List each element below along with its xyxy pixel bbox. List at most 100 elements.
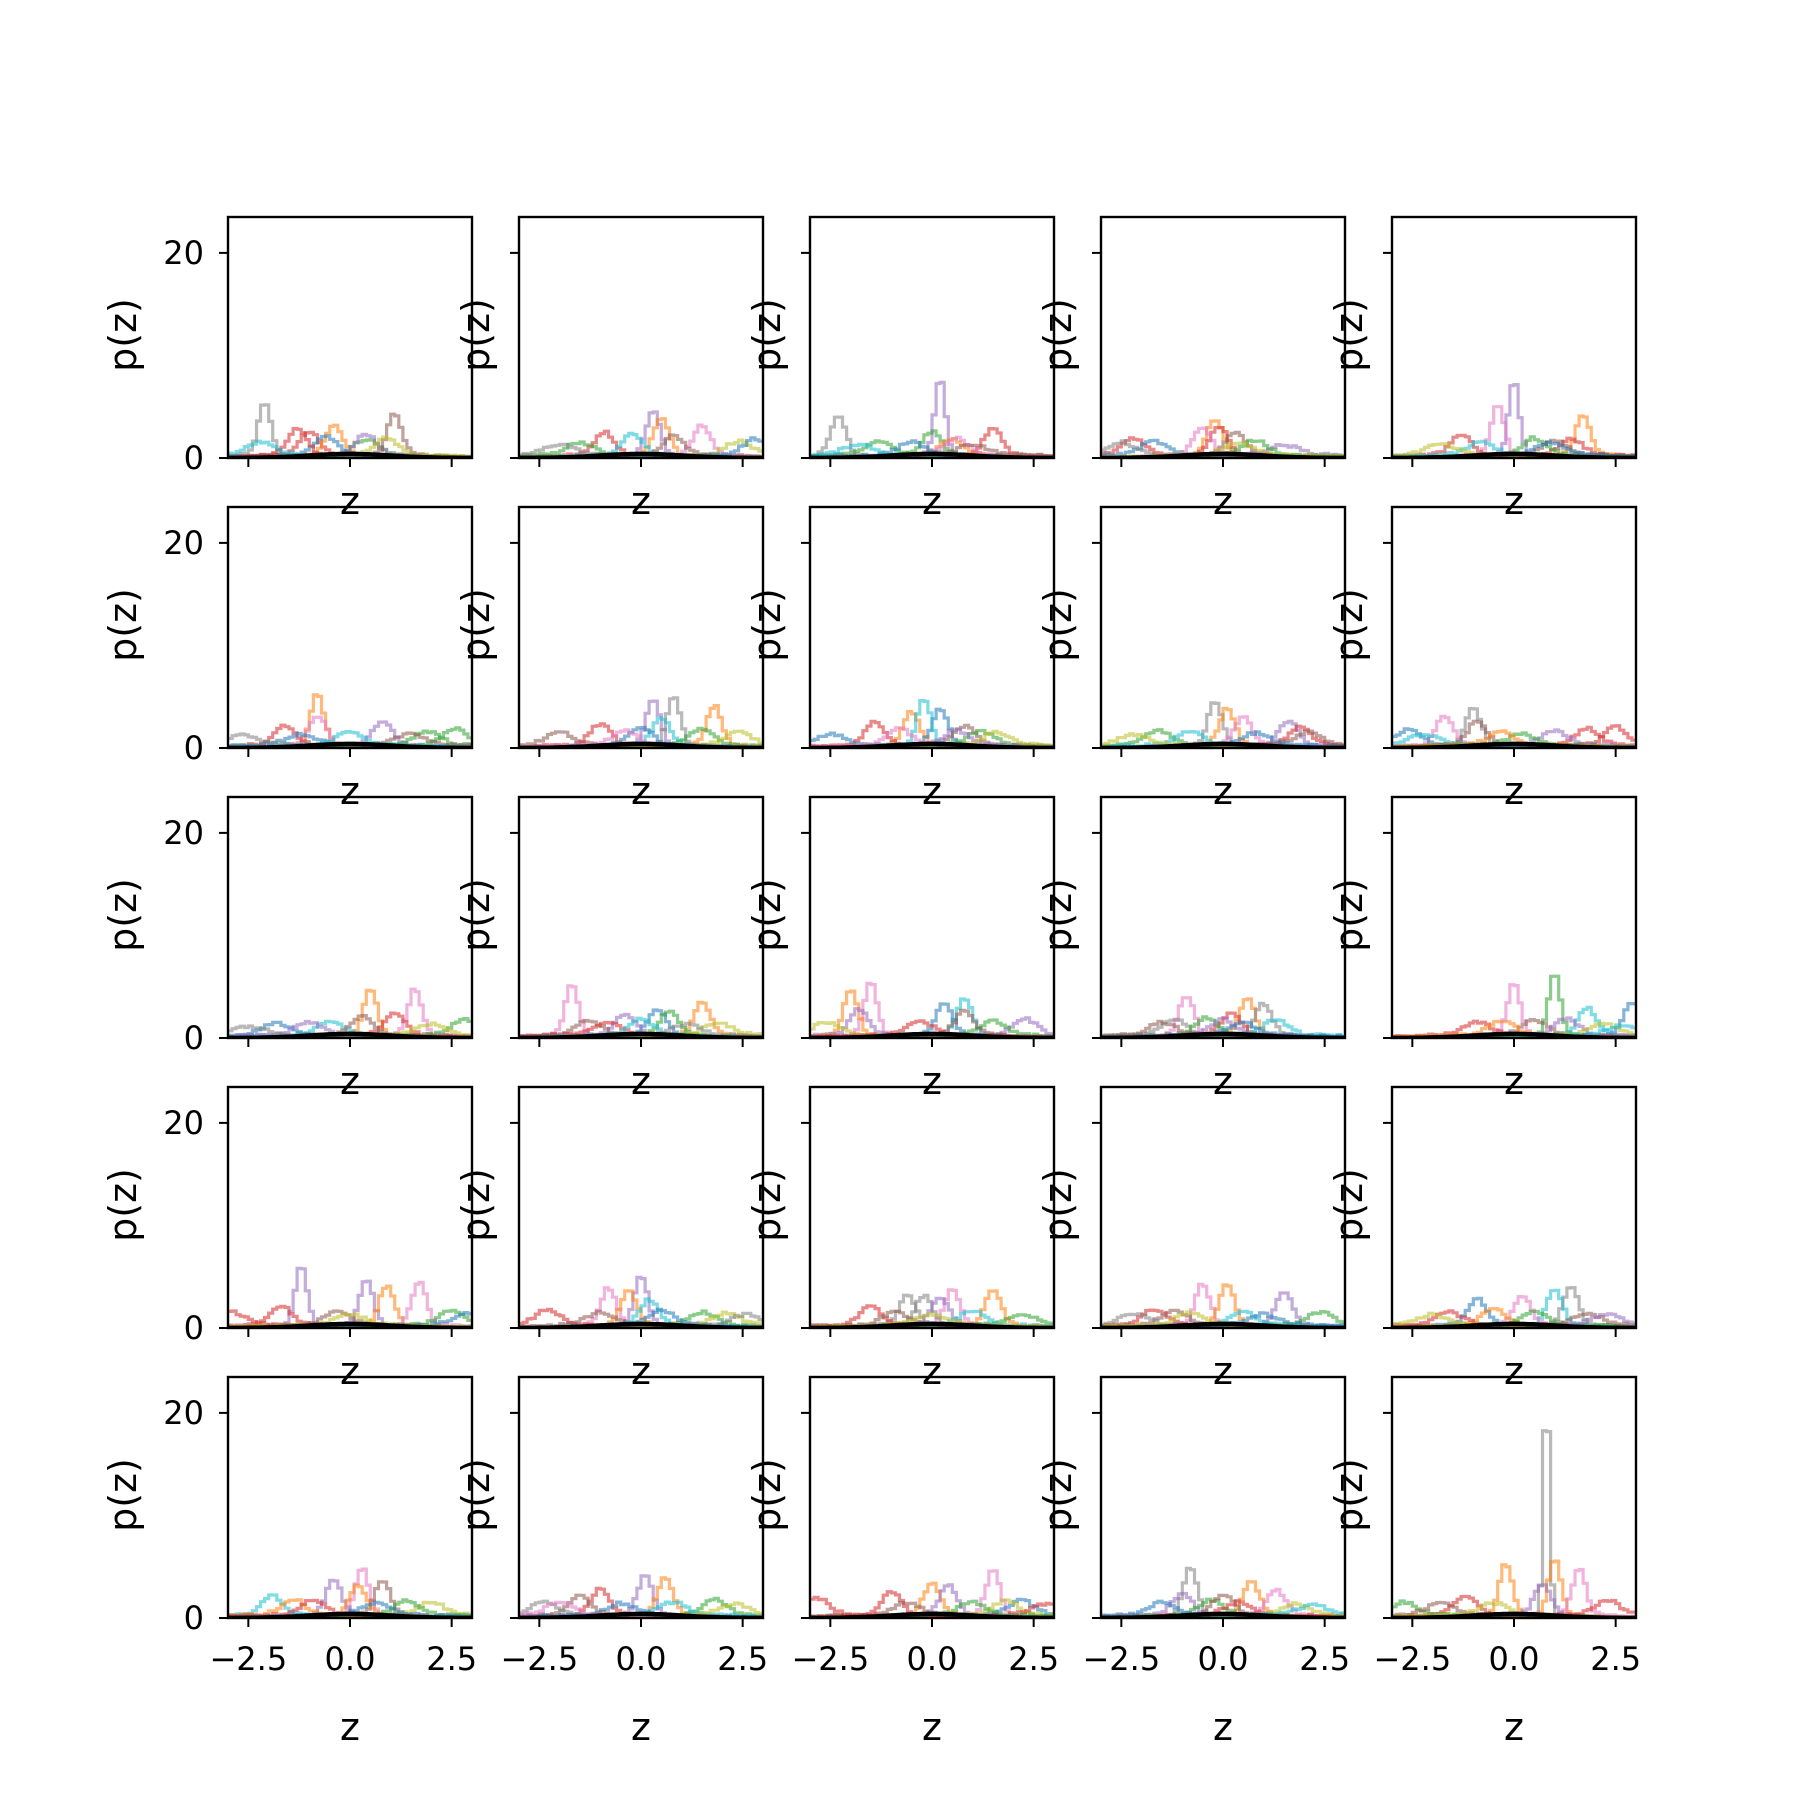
x-tick-label: 2.5 — [1590, 1640, 1641, 1678]
y-axis-label: p(z) — [745, 878, 789, 952]
x-axis-label: z — [340, 1059, 360, 1103]
subplot-plot-area — [519, 696, 763, 748]
x-axis-label: z — [631, 1705, 651, 1749]
x-axis-label: z — [631, 1059, 651, 1103]
subplot-5-2: −2.5 0.0 2.5 z p(z) — [454, 1375, 768, 1749]
subplot-frame — [226, 1375, 474, 1620]
y-axis-label: p(z) — [1327, 588, 1371, 662]
y-axis-label: p(z) — [101, 588, 145, 662]
x-axis-label: z — [1213, 769, 1233, 813]
subplot-frame — [517, 1085, 765, 1330]
y-tick-label: 20 — [163, 1104, 204, 1142]
x-tick-label: 0.0 — [616, 1640, 667, 1678]
subplot-5-5: −2.5 0.0 2.5 z p(z) — [1327, 1375, 1641, 1749]
subplot-1-1: z 0 20 p(z) — [101, 215, 474, 523]
x-tick-label: 0.0 — [1489, 1640, 1540, 1678]
x-axis-label: z — [922, 479, 942, 523]
y-tick-label: 20 — [163, 814, 204, 852]
subplot-plot-area — [519, 410, 763, 458]
x-tick-label: 2.5 — [1008, 1640, 1059, 1678]
x-axis-label: z — [1504, 769, 1524, 813]
subplot-4-3: z p(z) — [745, 1085, 1056, 1393]
y-axis-label: p(z) — [1036, 878, 1080, 952]
x-tick-label: 0.0 — [1198, 1640, 1249, 1678]
x-axis-label: z — [340, 769, 360, 813]
x-axis-label: z — [1213, 479, 1233, 523]
x-axis-label: z — [922, 769, 942, 813]
subplot-plot-area — [1392, 974, 1636, 1038]
x-tick-label: 2.5 — [426, 1640, 477, 1678]
subplot-plot-area — [228, 987, 472, 1038]
subplot-plot-area — [519, 1275, 763, 1328]
x-axis-label: z — [1504, 1059, 1524, 1103]
subplot-plot-area — [1392, 1429, 1636, 1618]
x-tick-label: 0.0 — [325, 1640, 376, 1678]
y-tick-label: 0 — [184, 1019, 204, 1057]
subplot-3-3: z p(z) — [745, 795, 1056, 1103]
x-axis-label: z — [1504, 1705, 1524, 1749]
subplot-3-2: z p(z) — [454, 795, 765, 1103]
subplot-plot-area — [1392, 1286, 1636, 1328]
subplot-2-2: z p(z) — [454, 505, 765, 813]
subplot-plot-area — [519, 984, 763, 1038]
subplot-2-4: z p(z) — [1036, 505, 1347, 813]
x-tick-label: 2.5 — [717, 1640, 768, 1678]
subplot-frame — [1099, 215, 1347, 460]
x-axis-label: z — [922, 1705, 942, 1749]
subplot-2-5: z p(z) — [1327, 505, 1638, 813]
subplot-plot-area — [1101, 1566, 1345, 1618]
x-axis-label: z — [340, 1349, 360, 1393]
y-axis-label: p(z) — [745, 298, 789, 372]
subplot-frame — [1099, 795, 1347, 1040]
subplot-plot-area — [519, 1574, 763, 1618]
subplot-frame — [1099, 1375, 1347, 1620]
y-axis-label: p(z) — [1036, 1168, 1080, 1242]
x-axis-label: z — [922, 1059, 942, 1103]
subplot-4-2: z p(z) — [454, 1085, 765, 1393]
subplot-frame — [226, 215, 474, 460]
subplot-plot-area — [228, 693, 472, 748]
subplot-plot-area — [228, 403, 472, 458]
y-axis-label: p(z) — [101, 1458, 145, 1532]
subplot-1-3: z p(z) — [745, 215, 1056, 523]
y-axis-label: p(z) — [454, 1168, 498, 1242]
subplot-frame — [1390, 795, 1638, 1040]
subplot-plot-area — [1101, 1282, 1345, 1328]
subplot-plot-area — [1101, 996, 1345, 1038]
x-axis-label: z — [1213, 1059, 1233, 1103]
y-tick-label: 0 — [184, 1599, 204, 1637]
subplot-frame — [1390, 1085, 1638, 1330]
subplot-4-5: z p(z) — [1327, 1085, 1638, 1393]
x-axis-label: z — [631, 479, 651, 523]
subplot-frame — [517, 795, 765, 1040]
y-axis-label: p(z) — [1327, 298, 1371, 372]
subplot-1-5: z p(z) — [1327, 215, 1638, 523]
y-tick-label: 0 — [184, 439, 204, 477]
y-tick-label: 20 — [163, 1394, 204, 1432]
subplot-plot-area — [1392, 383, 1636, 458]
subplot-plot-area — [810, 1288, 1054, 1328]
y-tick-label: 20 — [163, 524, 204, 562]
y-tick-label: 0 — [184, 1309, 204, 1347]
y-axis-label: p(z) — [1036, 1458, 1080, 1532]
subplot-3-4: z p(z) — [1036, 795, 1347, 1103]
subplot-frame — [226, 1085, 474, 1330]
y-axis-label: p(z) — [1327, 1458, 1371, 1532]
x-axis-label: z — [1504, 1349, 1524, 1393]
x-axis-label: z — [1213, 1349, 1233, 1393]
x-tick-label: −2.5 — [1082, 1640, 1160, 1678]
x-tick-label: −2.5 — [209, 1640, 287, 1678]
subplot-frame — [1390, 505, 1638, 750]
subplot-4-4: z p(z) — [1036, 1085, 1347, 1393]
y-axis-label: p(z) — [745, 1168, 789, 1242]
subplot-2-1: z 0 20 p(z) — [101, 505, 474, 813]
y-axis-label: p(z) — [454, 298, 498, 372]
subplot-plot-area — [810, 699, 1054, 748]
x-tick-label: 0.0 — [907, 1640, 958, 1678]
subplot-plot-area — [810, 1569, 1054, 1618]
subplot-3-5: z p(z) — [1327, 795, 1638, 1103]
subplot-frame — [517, 215, 765, 460]
subplot-plot-area — [1101, 701, 1345, 748]
